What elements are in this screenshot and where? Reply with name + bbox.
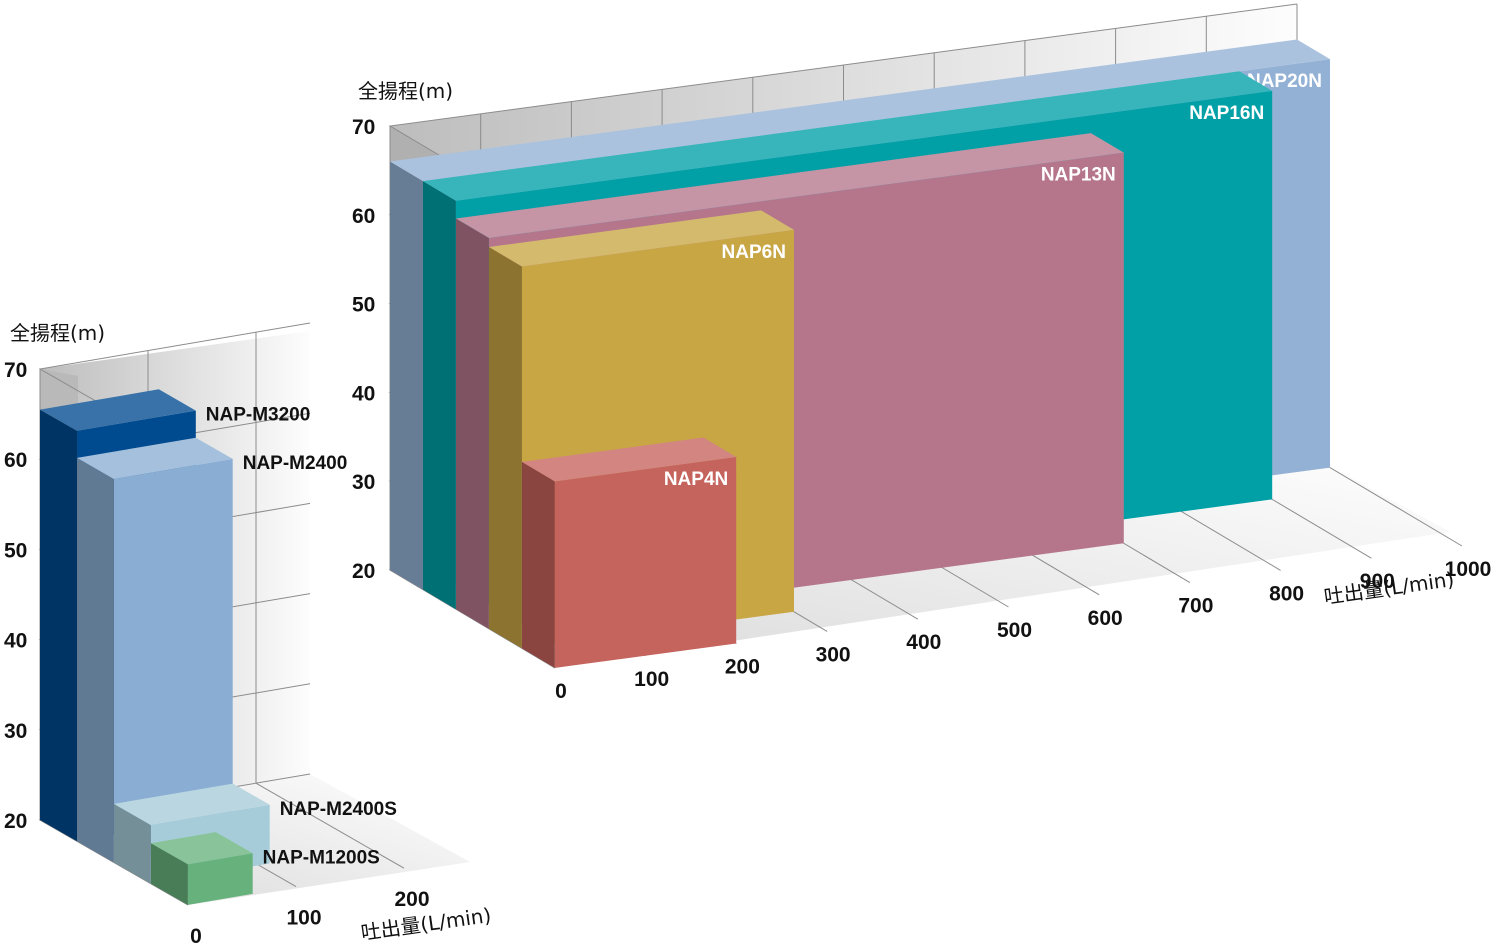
x-tick-label: 300 xyxy=(816,643,851,666)
series-nap4n-label: NAP4N xyxy=(664,469,728,490)
x-tick-label: 900 xyxy=(1360,570,1395,593)
series-nap6n-side xyxy=(489,247,522,649)
y-tick-label: 50 xyxy=(4,539,27,562)
series-nap-m2400-top xyxy=(77,437,233,480)
y-tick-label: 30 xyxy=(352,471,375,494)
series-nap6n-top xyxy=(489,210,794,267)
left-y-axis-label: 全揚程(m) xyxy=(10,321,105,345)
y-tick-label: 60 xyxy=(4,449,27,472)
x-tick-label: 600 xyxy=(1088,607,1123,630)
left-tick-labels: 20 30 40 50 60 70 0 100 200 xyxy=(4,359,430,947)
series-nap20n-side xyxy=(390,161,423,590)
right-y-axis-label: 全揚程(m) xyxy=(358,79,453,103)
series-nap13n-side xyxy=(456,218,489,629)
series-nap-m2400s-side xyxy=(114,803,151,884)
series-nap-m1200s: NAP-M1200S xyxy=(151,832,380,905)
series-nap-m2400-side xyxy=(77,457,114,863)
series-nap16n-top xyxy=(423,71,1273,201)
series-nap13n-label: NAP13N xyxy=(1041,165,1116,186)
series-nap-m2400-front xyxy=(113,458,233,863)
gridline-x-200 xyxy=(255,332,405,869)
x-tick-label: 700 xyxy=(1178,595,1213,618)
y-tick-label: 60 xyxy=(352,205,375,228)
x-tick-label: 500 xyxy=(997,619,1032,642)
series-nap20n-label: NAP20N xyxy=(1247,71,1322,92)
series-nap16n-label: NAP16N xyxy=(1189,103,1264,124)
right-chart: NAP20N NAP16N NAP13N NAP6N NAP4N 20 30 40 50 60 7… xyxy=(352,3,1491,703)
series-nap4n-front xyxy=(554,457,737,668)
series-nap20n-top xyxy=(390,39,1330,182)
series-nap4n: NAP4N xyxy=(522,437,737,668)
left-bars: NAP-M3200 NAP-M2400 NAP-M2400S NAP-M1200S xyxy=(40,389,397,905)
y-tick-label: 50 xyxy=(352,294,375,317)
x-tick-label: 800 xyxy=(1269,582,1304,605)
series-nap16n-side xyxy=(423,181,456,610)
y-tick-label: 30 xyxy=(4,720,27,743)
y-tick-label: 70 xyxy=(352,116,375,139)
y-tick-label: 40 xyxy=(4,630,27,653)
series-nap-m1200s-side xyxy=(151,843,188,905)
series-nap-m2400-label: NAP-M2400 xyxy=(243,453,348,474)
left-chart: NAP-M3200 NAP-M2400 NAP-M2400S NAP-M1200S 2… xyxy=(4,321,493,947)
x-tick-label: 200 xyxy=(394,888,429,911)
right-tick-labels: 2030405060700100200300400500600700800900… xyxy=(352,116,1491,703)
x-tick-label: 100 xyxy=(286,907,321,930)
x-tick-label: 0 xyxy=(555,680,567,703)
series-nap-m3200-top xyxy=(40,389,196,431)
series-nap-m1200s-label: NAP-M1200S xyxy=(263,847,380,868)
x-tick-label: 400 xyxy=(906,631,941,654)
series-nap13n-top xyxy=(456,133,1124,238)
series-nap-m3200-side xyxy=(40,409,77,842)
y-tick-label: 40 xyxy=(352,382,375,405)
x-tick-label: 100 xyxy=(634,668,669,691)
y-tick-label: 70 xyxy=(4,359,27,382)
series-nap-m3200-label: NAP-M3200 xyxy=(206,405,311,426)
series-nap-m1200s-top xyxy=(151,832,253,865)
series-nap-m1200s-front xyxy=(187,853,253,905)
series-nap-m2400: NAP-M2400 xyxy=(77,437,348,863)
series-nap4n-top xyxy=(522,437,737,482)
x-tick-label: 1000 xyxy=(1445,558,1492,581)
x-tick-label: 200 xyxy=(725,656,760,679)
series-nap-m2400s-top xyxy=(114,783,270,826)
series-nap4n-side xyxy=(522,461,555,668)
x-tick-label: 0 xyxy=(190,925,202,947)
right-bars: NAP20N NAP16N NAP13N NAP6N NAP4N xyxy=(390,39,1330,668)
y-tick-label: 20 xyxy=(4,810,27,833)
series-nap6n-label: NAP6N xyxy=(722,242,786,263)
series-nap-m2400s-label: NAP-M2400S xyxy=(280,799,397,820)
y-tick-label: 20 xyxy=(352,560,375,583)
